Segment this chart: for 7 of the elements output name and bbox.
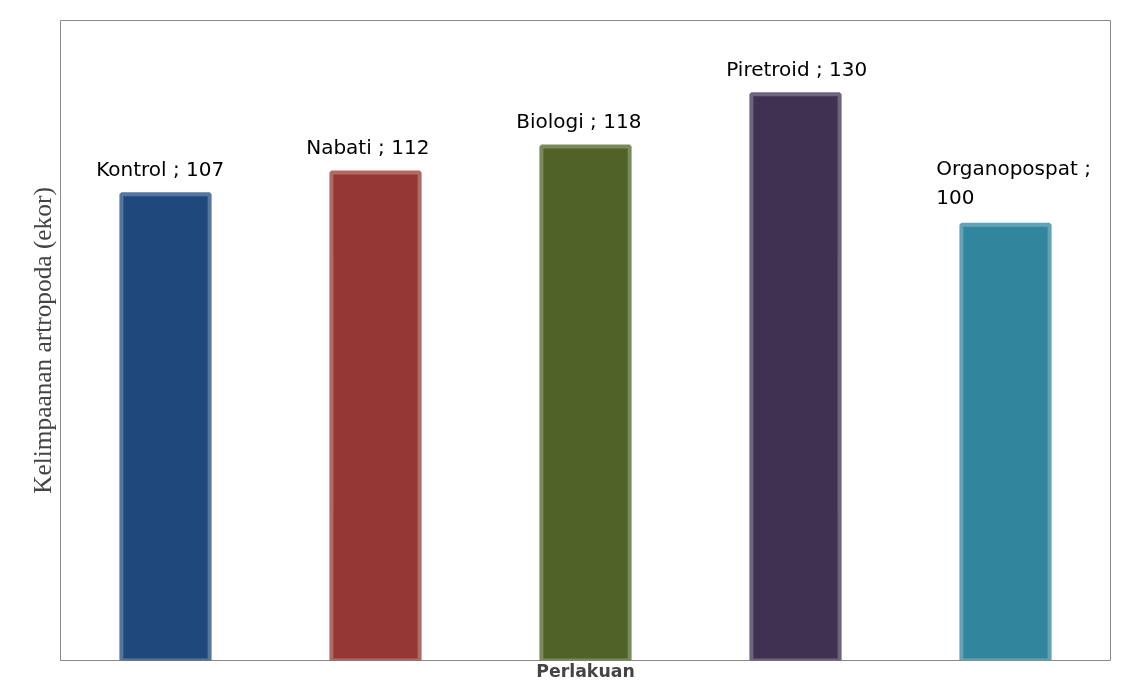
- x-axis-title: Perlakuan: [536, 660, 635, 681]
- data-label: Organopospat ; 100: [936, 155, 1091, 209]
- y-axis-title: Kelimpaanan artropoda (ekor): [27, 187, 57, 494]
- data-label: Piretroid ; 130: [726, 56, 868, 81]
- data-label: Nabati ; 112: [306, 135, 430, 160]
- data-label: Kontrol ; 107: [96, 156, 225, 181]
- data-label: Biologi ; 118: [516, 108, 642, 133]
